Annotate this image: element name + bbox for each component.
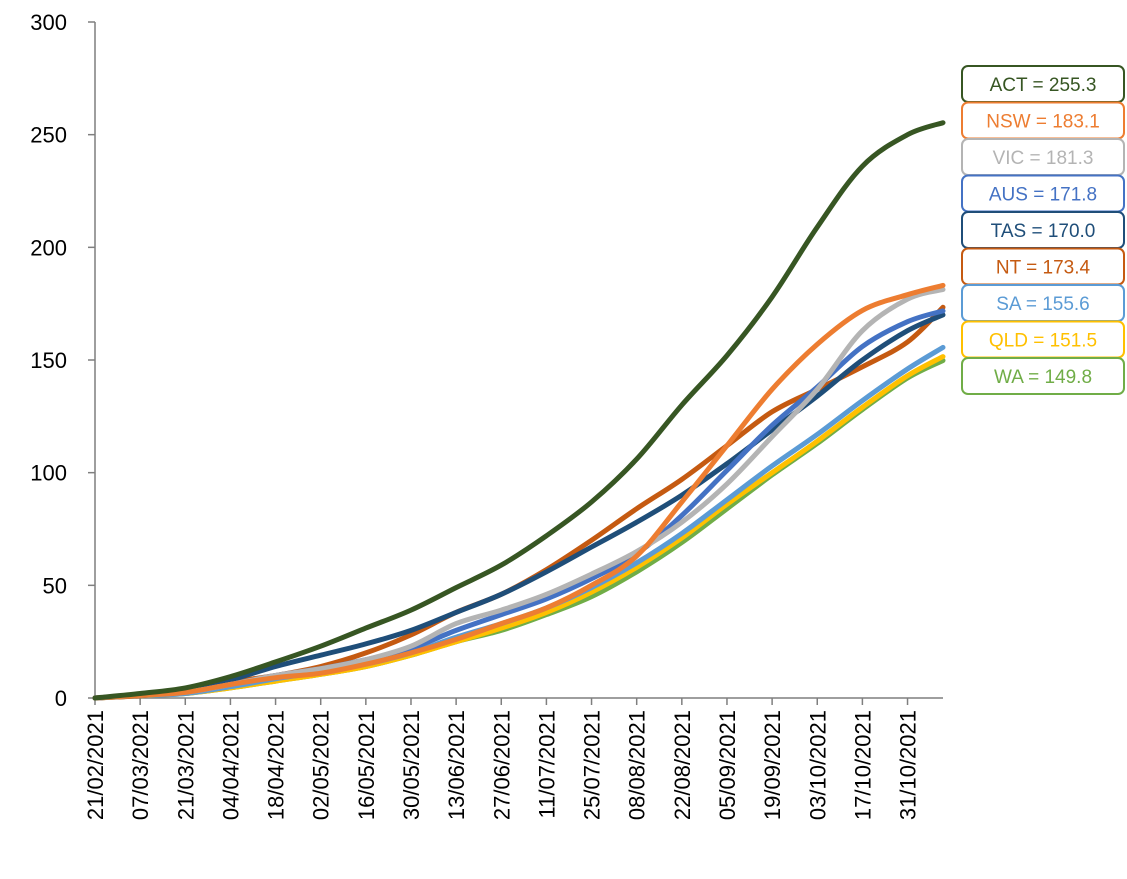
end-label-nsw: NSW = 183.1	[986, 112, 1100, 133]
y-tick-label-250: 250	[30, 123, 67, 148]
end-label-sa: SA = 155.6	[996, 294, 1090, 315]
chart-axes	[94, 22, 943, 699]
x-tick-label-13-06-2021: 13/06/2021	[444, 710, 469, 820]
end-label-vic: VIC = 181.3	[993, 148, 1094, 169]
series-line-act	[92, 120, 946, 701]
y-axis-ticks: 0 50 100 150 200 250 300	[30, 10, 95, 711]
x-tick-label-25-07-2021: 25/07/2021	[580, 710, 605, 820]
end-label-aus: AUS = 171.8	[989, 185, 1097, 206]
series-line-vic	[92, 287, 946, 701]
y-tick-label-150: 150	[30, 348, 67, 373]
x-tick-label-27-06-2021: 27/06/2021	[489, 710, 514, 820]
x-tick-label-05-09-2021: 05/09/2021	[715, 710, 740, 820]
y-tick-label-200: 200	[30, 235, 67, 260]
end-label-wa: WA = 149.8	[994, 367, 1092, 388]
x-tick-label-31-10-2021: 31/10/2021	[896, 710, 921, 820]
end-label-tas: TAS = 170.0	[991, 221, 1096, 242]
x-tick-label-22-08-2021: 22/08/2021	[670, 710, 695, 820]
y-tick-label-50: 50	[43, 573, 67, 598]
x-tick-label-17-10-2021: 17/10/2021	[850, 710, 875, 820]
y-tick-label-0: 0	[55, 686, 67, 711]
x-axis-ticks: 21/02/2021 07/03/2021 21/03/2021 04/04/2021…	[83, 698, 921, 820]
series-line-nsw	[92, 282, 946, 701]
end-label-qld: QLD = 151.5	[989, 331, 1097, 352]
x-tick-label-16-05-2021: 16/05/2021	[354, 710, 379, 820]
x-tick-label-07-03-2021: 07/03/2021	[128, 710, 153, 820]
series-line-tas	[92, 312, 946, 701]
x-tick-label-08-08-2021: 08/08/2021	[625, 710, 650, 820]
x-tick-label-04-04-2021: 04/04/2021	[218, 710, 243, 820]
x-tick-label-21-02-2021: 21/02/2021	[83, 710, 108, 820]
y-tick-label-100: 100	[30, 461, 67, 486]
end-label-act: ACT = 255.3	[990, 75, 1097, 96]
x-tick-label-03-10-2021: 03/10/2021	[805, 710, 830, 820]
series-lines	[92, 120, 946, 701]
x-tick-label-02-05-2021: 02/05/2021	[309, 710, 334, 820]
x-tick-label-11-07-2021: 11/07/2021	[534, 710, 559, 818]
end-label-nt: NT = 173.4	[996, 258, 1091, 279]
series-line-qld	[92, 354, 946, 701]
x-tick-label-21-03-2021: 21/03/2021	[173, 710, 198, 820]
series-line-wa	[92, 358, 946, 701]
series-line-nt	[92, 304, 946, 701]
x-tick-label-18-04-2021: 18/04/2021	[264, 710, 289, 820]
series-end-labels: ACT = 255.3 NSW = 183.1 VIC = 181.3 AUS = 1…	[961, 65, 1125, 395]
x-tick-label-19-09-2021: 19/09/2021	[760, 710, 785, 820]
end-label-box-wa	[961, 357, 1125, 395]
x-tick-label-30-05-2021: 30/05/2021	[399, 710, 424, 820]
y-tick-label-300: 300	[30, 10, 67, 35]
series-line-aus	[92, 308, 946, 701]
